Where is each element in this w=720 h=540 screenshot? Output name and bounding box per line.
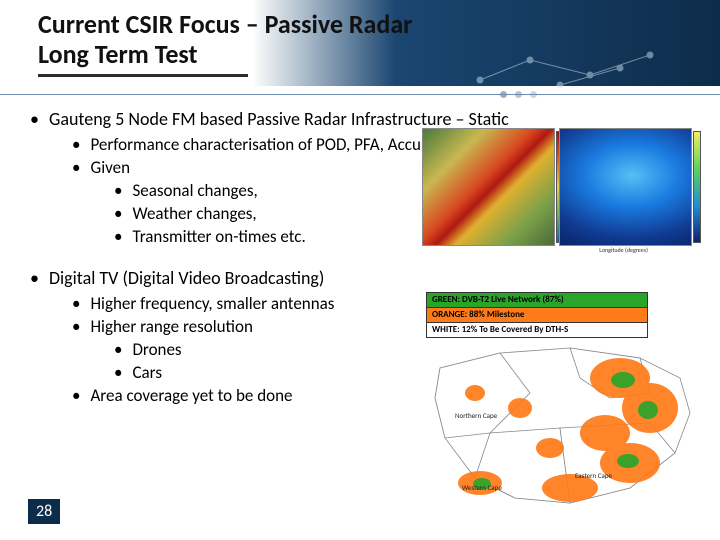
bullet-l1: Gauteng 5 Node FM based Passive Radar In… — [30, 108, 690, 130]
bullet-text: Given — [90, 157, 130, 178]
map-label: Western Cape — [462, 483, 502, 492]
bullet-l1: Digital TV (Digital Video Broadcasting) — [30, 267, 690, 289]
title-underline — [38, 74, 248, 77]
bullet-text: Drones — [132, 339, 181, 360]
accent-line — [0, 94, 720, 95]
page-number-badge: 28 — [28, 499, 60, 524]
colorbar — [693, 131, 701, 243]
bullet-text: Higher frequency, smaller antennas — [90, 293, 334, 314]
legend-row-white: WHITE: 12% To Be Covered By DTH-S — [427, 323, 647, 337]
bullet-text: Area coverage yet to be done — [90, 385, 292, 406]
bullet-text: Transmitter on-times etc. — [132, 226, 305, 247]
bullet-text: Performance characterisation of POD, PFA… — [90, 134, 449, 155]
header-network-decoration — [470, 40, 690, 90]
legend-row-green: GREEN: DVB-T2 Live Network (87%) — [427, 293, 647, 308]
accent-dot — [500, 91, 507, 98]
title-line-2: Long Term Test — [38, 38, 198, 70]
axis-label: Longitude (degrees) — [599, 246, 648, 254]
bullet-text: Weather changes, — [132, 203, 256, 224]
map-label: Northern Cape — [455, 411, 498, 420]
sa-map-svg: Northern Cape Western Cape Eastern Cape — [420, 338, 700, 510]
legend-text: GREEN: DVB-T2 Live Network (87%) — [432, 294, 564, 305]
legend-text: ORANGE: 88% Milestone — [432, 309, 524, 320]
figure-radar-heatmaps: Longitude (degrees) — [422, 128, 692, 246]
page-number: 28 — [36, 502, 52, 521]
map-label: Eastern Cape — [575, 471, 613, 480]
legend-text: WHITE: 12% To Be Covered By DTH-S — [432, 324, 568, 335]
bullet-text: Digital TV (Digital Video Broadcasting) — [49, 267, 324, 289]
slide-header: Current CSIR Focus – Passive Radar Long … — [0, 0, 720, 86]
bullet-text: Higher range resolution — [90, 316, 252, 337]
bullet-text: Cars — [132, 362, 162, 383]
figure-sa-coverage-map: GREEN: DVB-T2 Live Network (87%) ORANGE:… — [420, 290, 700, 510]
map-legend: GREEN: DVB-T2 Live Network (87%) ORANGE:… — [426, 292, 648, 338]
title-line-1: Current CSIR Focus – Passive Radar — [38, 8, 412, 40]
accent-dot — [530, 91, 537, 98]
radar-heatmap-terrain — [422, 128, 555, 246]
legend-row-orange: ORANGE: 88% Milestone — [427, 308, 647, 323]
bullet-text: Gauteng 5 Node FM based Passive Radar In… — [49, 108, 509, 130]
bullet-text: Seasonal changes, — [132, 180, 257, 201]
accent-dot — [515, 91, 522, 98]
radar-heatmap-blue: Longitude (degrees) — [559, 128, 692, 246]
